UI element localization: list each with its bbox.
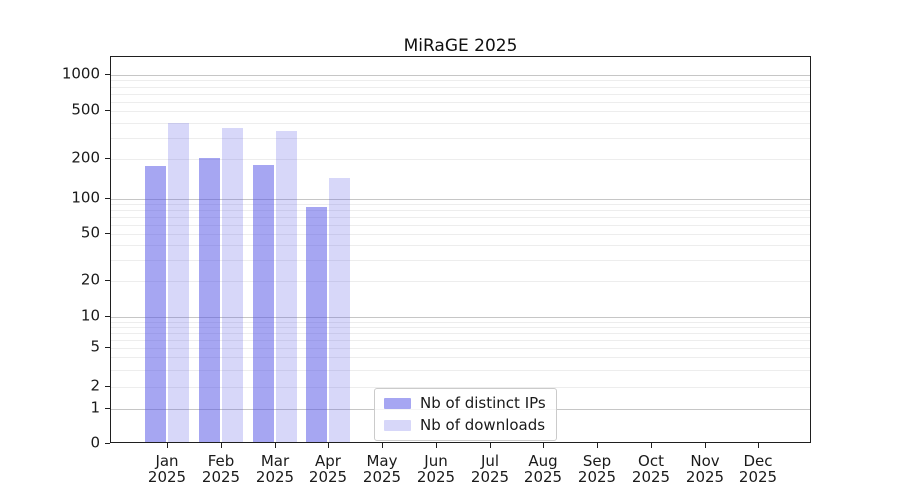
x-tick-label-feb: Feb 2025 xyxy=(201,452,241,486)
legend-label-downloads: Nb of downloads xyxy=(420,416,546,434)
minor-gridline xyxy=(111,80,810,81)
minor-gridline xyxy=(111,260,810,261)
y-tick-label: 200 xyxy=(71,148,100,167)
y-tick-label: 0 xyxy=(90,433,100,452)
major-gridline xyxy=(111,199,810,200)
y-tick-label: 10 xyxy=(80,306,100,325)
y-tick-label: 500 xyxy=(71,100,100,119)
minor-gridline xyxy=(111,94,810,95)
y-tick-label: 5 xyxy=(90,337,100,356)
y-tick-mark xyxy=(105,386,110,387)
y-tick-label: 100 xyxy=(71,188,100,207)
y-tick-label: 20 xyxy=(80,270,100,289)
minor-gridline xyxy=(111,111,810,112)
bar-feb-downloads xyxy=(222,128,243,442)
x-tick-label-may: May 2025 xyxy=(362,452,402,486)
minor-gridline xyxy=(111,327,810,328)
minor-gridline xyxy=(111,340,810,341)
minor-gridline xyxy=(111,123,810,124)
x-tick-mark xyxy=(436,443,437,448)
plot-area: Nb of distinct IPs Nb of downloads xyxy=(110,56,811,443)
x-tick-mark xyxy=(328,443,329,448)
y-tick-mark xyxy=(105,408,110,409)
x-tick-label-jan: Jan 2025 xyxy=(147,452,187,486)
bar-feb-distinct-ips xyxy=(199,158,220,442)
y-tick-label: 2 xyxy=(90,376,100,395)
bar-jan-downloads xyxy=(168,123,189,442)
x-tick-label-jun: Jun 2025 xyxy=(416,452,456,486)
minor-gridline xyxy=(111,87,810,88)
x-tick-label-nov: Nov 2025 xyxy=(685,452,725,486)
x-tick-label-oct: Oct 2025 xyxy=(631,452,671,486)
x-tick-mark xyxy=(221,443,222,448)
minor-gridline xyxy=(111,370,810,371)
minor-gridline xyxy=(111,225,810,226)
x-tick-label-mar: Mar 2025 xyxy=(255,452,295,486)
y-tick-mark xyxy=(105,316,110,317)
x-tick-label-jul: Jul 2025 xyxy=(470,452,510,486)
x-tick-label-apr: Apr 2025 xyxy=(308,452,348,486)
y-tick-mark xyxy=(105,280,110,281)
x-tick-label-aug: Aug 2025 xyxy=(523,452,563,486)
legend: Nb of distinct IPs Nb of downloads xyxy=(374,388,557,441)
y-tick-mark xyxy=(105,198,110,199)
minor-gridline xyxy=(111,322,810,323)
legend-item-distinct-ips: Nb of distinct IPs xyxy=(384,395,546,412)
bar-mar-downloads xyxy=(276,131,297,442)
y-tick-mark xyxy=(105,110,110,111)
chart-title: MiRaGE 2025 xyxy=(403,36,518,56)
minor-gridline xyxy=(111,102,810,103)
minor-gridline xyxy=(111,204,810,205)
minor-gridline xyxy=(111,348,810,349)
x-tick-mark xyxy=(651,443,652,448)
major-gridline xyxy=(111,75,810,76)
x-tick-label-dec: Dec 2025 xyxy=(738,452,778,486)
x-tick-mark xyxy=(597,443,598,448)
bar-jan-distinct-ips xyxy=(145,166,166,442)
minor-gridline xyxy=(111,333,810,334)
gridlines-layer xyxy=(111,57,810,442)
minor-gridline xyxy=(111,357,810,358)
legend-label-distinct-ips: Nb of distinct IPs xyxy=(420,394,546,412)
legend-swatch-distinct-ips xyxy=(384,398,411,409)
y-tick-mark xyxy=(105,74,110,75)
minor-gridline xyxy=(111,387,810,388)
y-tick-label: 1 xyxy=(90,398,100,417)
x-tick-mark xyxy=(167,443,168,448)
minor-gridline xyxy=(111,138,810,139)
y-tick-mark xyxy=(105,347,110,348)
bar-mar-distinct-ips xyxy=(253,165,274,442)
x-tick-mark xyxy=(275,443,276,448)
x-tick-mark xyxy=(490,443,491,448)
major-gridline xyxy=(111,317,810,318)
x-tick-label-sep: Sep 2025 xyxy=(577,452,617,486)
minor-gridline xyxy=(111,281,810,282)
x-tick-mark xyxy=(543,443,544,448)
x-tick-mark xyxy=(758,443,759,448)
bar-apr-distinct-ips xyxy=(306,207,327,442)
y-tick-label: 1000 xyxy=(61,64,100,83)
x-tick-mark xyxy=(382,443,383,448)
minor-gridline xyxy=(111,159,810,160)
bars-layer xyxy=(111,57,810,442)
legend-swatch-downloads xyxy=(384,420,411,431)
bar-apr-downloads xyxy=(329,178,350,442)
y-tick-mark xyxy=(105,158,110,159)
minor-gridline xyxy=(111,217,810,218)
y-tick-mark xyxy=(105,233,110,234)
minor-gridline xyxy=(111,234,810,235)
legend-item-downloads: Nb of downloads xyxy=(384,417,546,434)
x-tick-mark xyxy=(705,443,706,448)
minor-gridline xyxy=(111,210,810,211)
minor-gridline xyxy=(111,245,810,246)
y-tick-label: 50 xyxy=(80,223,100,242)
y-tick-mark xyxy=(105,443,110,444)
